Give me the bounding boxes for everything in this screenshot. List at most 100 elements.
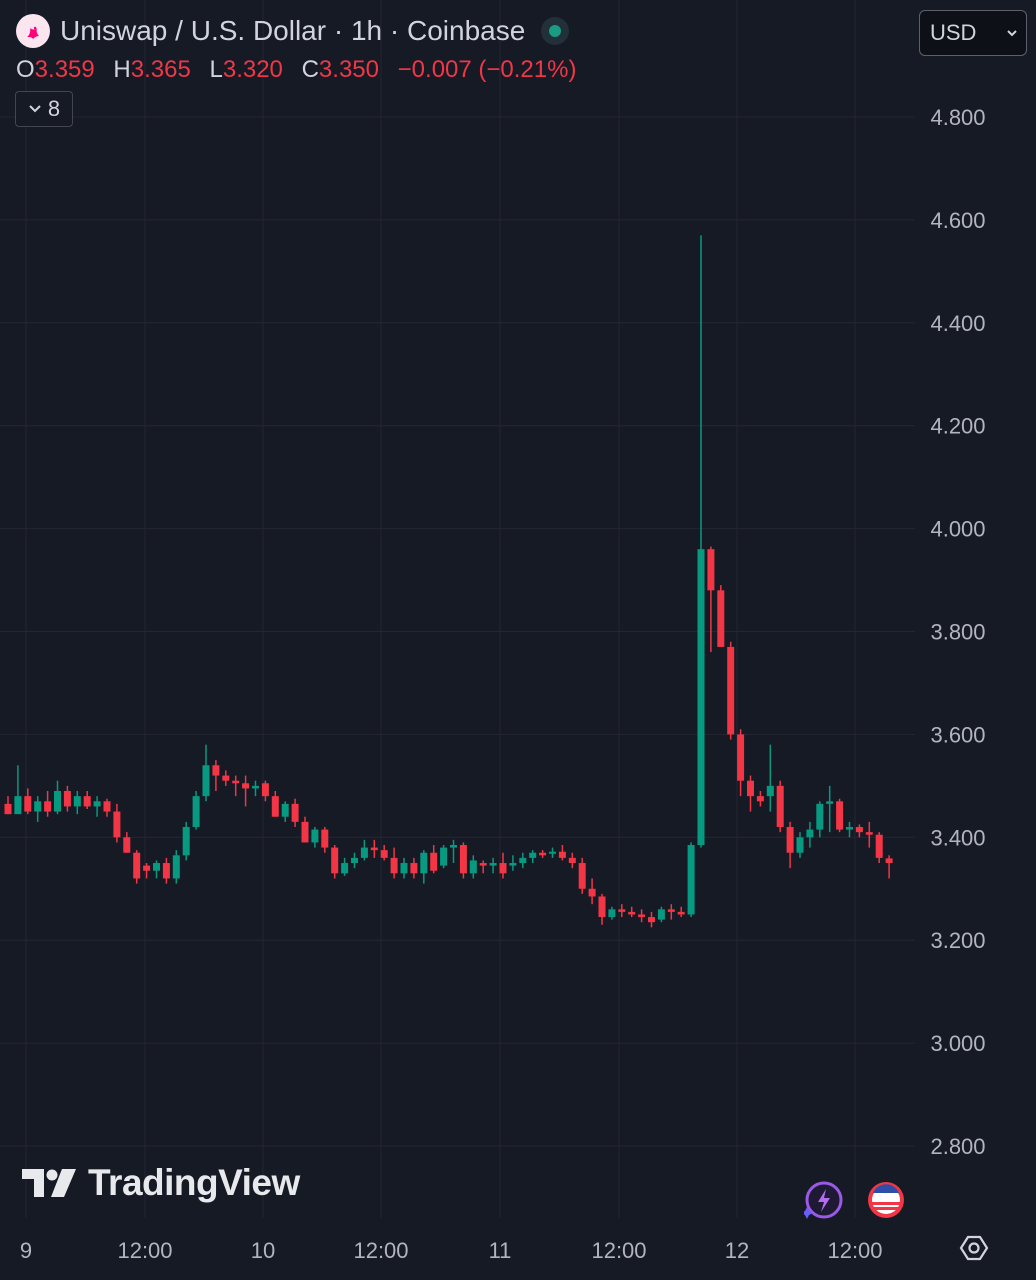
candle (44, 790, 52, 817)
tradingview-wordmark: TradingView (88, 1162, 300, 1203)
candle (786, 821, 794, 869)
x-tick-label: 12:00 (591, 1238, 646, 1263)
y-tick-label: 2.800 (930, 1134, 985, 1159)
candle-body (440, 847, 448, 866)
candle (865, 821, 873, 848)
candle-body (855, 827, 863, 833)
flash-badge-icon[interactable] (801, 1180, 844, 1220)
candle (430, 845, 438, 874)
candle-body (192, 796, 200, 828)
candle-body (816, 803, 824, 830)
candle (4, 796, 12, 815)
candle (756, 790, 764, 807)
candle-body (232, 780, 240, 784)
tradingview-logo[interactable]: TradingView (20, 1162, 300, 1204)
open-value: 3.359 (34, 56, 95, 83)
candle-body (608, 909, 616, 918)
candle-body (628, 911, 636, 915)
candle (509, 855, 517, 871)
candle-body (93, 801, 101, 807)
candle-body (558, 851, 566, 858)
candle (558, 845, 566, 861)
candle-body (321, 829, 329, 848)
candle-body (737, 734, 745, 781)
candle (370, 839, 378, 858)
candle (826, 785, 834, 833)
currency-value: USD (930, 20, 977, 45)
candle-body (301, 821, 309, 843)
candle (63, 785, 71, 812)
candle (341, 857, 349, 876)
candle-body (568, 857, 576, 864)
candle (380, 845, 388, 861)
candle-body (291, 803, 299, 822)
us-flag-badge-icon[interactable] (866, 1180, 906, 1220)
candle-body (638, 914, 646, 918)
candle (281, 801, 289, 822)
candle (875, 832, 883, 864)
candle (202, 744, 210, 802)
x-tick-label: 12:00 (117, 1238, 172, 1263)
candle-body (103, 801, 111, 812)
candle-body (717, 590, 725, 647)
candle (648, 911, 655, 928)
candle-body (420, 852, 428, 874)
candle (192, 790, 200, 830)
candle (727, 641, 735, 740)
candle (459, 842, 467, 879)
candle (796, 832, 804, 858)
candle (766, 744, 774, 812)
candle-body (83, 796, 91, 807)
candle (638, 909, 646, 923)
chart-header: Uniswap / U.S. Dollar · 1h · Coinbase (16, 14, 570, 48)
candle (628, 906, 636, 918)
candle (420, 850, 428, 884)
candle (400, 857, 408, 879)
candle (568, 852, 576, 869)
candle (687, 842, 695, 918)
market-status-icon[interactable] (541, 17, 570, 45)
candle (816, 801, 824, 838)
candle-body (400, 863, 408, 874)
candle-body (657, 909, 665, 920)
y-tick-label: 4.200 (930, 414, 985, 439)
candle (351, 852, 358, 869)
candle (677, 906, 685, 918)
candle (846, 821, 853, 838)
candle (806, 821, 814, 848)
candle (836, 798, 844, 833)
candle (271, 790, 279, 817)
indicators-toggle-button[interactable]: 8 (15, 91, 73, 127)
candle (707, 546, 715, 653)
candle (331, 845, 339, 879)
candle-body (351, 857, 358, 864)
candle-body (63, 790, 71, 807)
candle-body (113, 811, 121, 838)
candle-body (133, 852, 141, 879)
candle (489, 857, 497, 874)
candle-body (162, 863, 170, 879)
candle-body (459, 845, 467, 874)
candle-body (450, 845, 457, 848)
candle (519, 852, 527, 869)
candle-body (846, 827, 853, 830)
candle-body (14, 796, 22, 815)
candle (153, 860, 160, 879)
symbol-title[interactable]: Uniswap / U.S. Dollar · 1h · Coinbase (60, 15, 526, 46)
currency-select[interactable]: USD (919, 10, 1027, 56)
candle (776, 780, 784, 833)
candle (440, 845, 448, 869)
candle (390, 847, 398, 879)
candle (737, 729, 745, 797)
candle-body (281, 803, 289, 817)
candle (608, 906, 616, 920)
candle (24, 788, 32, 815)
candle-body (618, 909, 626, 912)
candle (479, 860, 487, 874)
candle-body (54, 790, 61, 812)
candle-body (865, 832, 873, 835)
candle-body (489, 863, 497, 866)
candle (34, 796, 42, 822)
settings-gear-icon[interactable] (958, 1232, 990, 1264)
